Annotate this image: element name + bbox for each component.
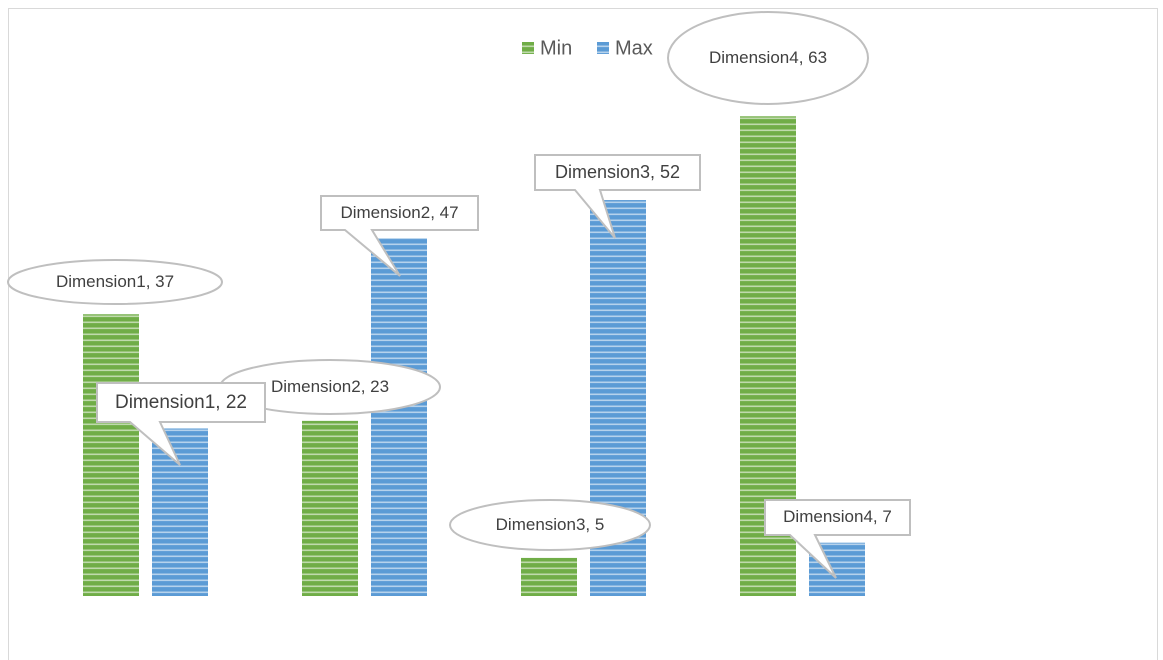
data-label: Dimension2, 47 (340, 202, 459, 222)
legend-label: Max (615, 37, 653, 59)
data-label: Dimension4, 7 (783, 507, 892, 527)
label-callout (320, 195, 479, 277)
bar (83, 314, 139, 596)
legend-label: Min (540, 37, 572, 59)
bar (521, 557, 577, 596)
data-label: Dimension1, 22 (114, 391, 248, 413)
legend-swatch (522, 42, 534, 54)
bar (152, 428, 208, 596)
label-callout (764, 499, 911, 579)
bar (371, 238, 427, 596)
legend-swatch (597, 42, 609, 54)
label-bubble (449, 499, 651, 551)
data-label: Dimension3, 5 (495, 514, 605, 534)
data-label: Dimension4, 63 (708, 47, 828, 67)
data-label: Dimension1, 37 (55, 271, 175, 291)
label-bubble (667, 11, 869, 105)
bar (302, 420, 358, 596)
label-bubble (7, 259, 223, 305)
label-callout (96, 382, 266, 466)
data-label: Dimension3, 52 (554, 162, 681, 183)
data-label: Dimension2, 23 (270, 376, 390, 396)
label-callout (534, 154, 701, 239)
